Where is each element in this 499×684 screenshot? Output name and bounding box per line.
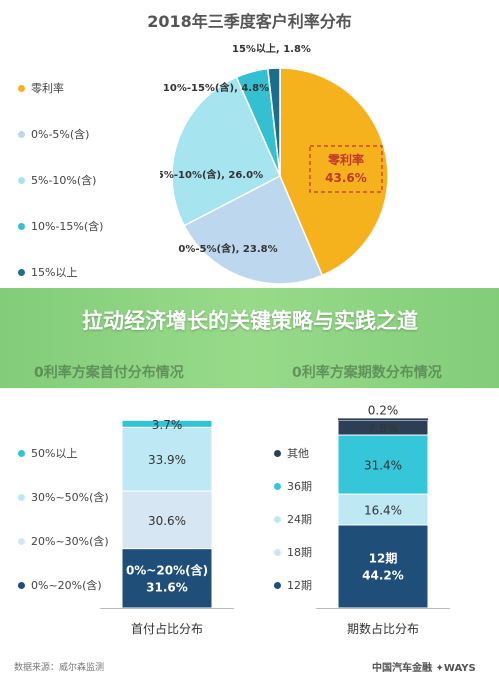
subtitle-right: 0利率方案期数分布情况 <box>292 365 442 381</box>
legend-label: 12期 <box>287 579 312 592</box>
pie-label-zero: 零利率 <box>327 152 364 167</box>
legend-swatch <box>18 493 25 501</box>
bar-legend-item: 50%以上 <box>18 445 77 461</box>
pie-legend-item: 0%-5%(含) <box>18 126 89 142</box>
pie-label-0-5: 0%-5%(含), 23.8% <box>178 242 277 255</box>
bar-segment <box>121 548 213 609</box>
bar-segment-value: 31.6% <box>146 580 188 594</box>
pie-slice <box>279 67 389 277</box>
bar-xlabel: 首付占比分布 <box>131 621 203 636</box>
bar-segment-name: 0%~20%(含) <box>126 562 208 577</box>
bar-segment-value: 30.6% <box>148 514 186 528</box>
legend-label: 5%-10%(含) <box>31 174 97 187</box>
pie-legend-item: 零利率 <box>18 80 64 96</box>
zero-rate-highlight-box <box>309 145 383 193</box>
legend-label: 30%~50%(含) <box>31 491 109 504</box>
bar-legend-item: 18期 <box>274 544 312 560</box>
legend-swatch <box>18 581 25 589</box>
bar-legend-item: 36期 <box>274 478 312 494</box>
pie-slice <box>183 174 324 285</box>
bar-legend-item: 12期 <box>274 577 312 593</box>
legend-label: 零利率 <box>31 82 64 95</box>
bar-charts: 0%~20%(含) 31.6% 30.6% 33.9% 3.7% 首付占比分布 12期 44.… <box>100 403 450 636</box>
pie-slice <box>266 67 281 177</box>
legend-swatch <box>18 130 25 138</box>
legend-label: 36期 <box>287 480 312 493</box>
legend-label: 其他 <box>287 447 309 460</box>
legend-swatch <box>18 537 25 545</box>
bar-legend-item: 0%~20%(含) <box>18 577 102 593</box>
legend-label: 18期 <box>287 546 312 559</box>
bar-segment-value: 44.2% <box>362 568 404 582</box>
bar-segment <box>337 419 429 436</box>
bar-xlabel: 期数占比分布 <box>347 621 419 636</box>
bar-segment <box>121 426 213 492</box>
legend-label: 0%~20%(含) <box>31 579 102 592</box>
bar-segment <box>121 419 213 428</box>
bar-segment-name: 12期 <box>369 550 398 565</box>
pie-label-10-15: 10%-15%(含), 4.8% <box>163 81 269 94</box>
legend-label: 15%以上 <box>31 266 78 279</box>
legend-swatch <box>274 449 281 457</box>
bar-segment-value: 7.8% <box>368 422 399 436</box>
bar-legend-item: 其他 <box>274 445 309 461</box>
legend-label: 20%~30%(含) <box>31 535 109 548</box>
legend-swatch <box>18 222 25 230</box>
pie-label-5-10: 5%-10%(含), 26.0% <box>160 168 263 181</box>
bar-segment-value-top: 0.2% <box>368 403 399 417</box>
pie-slice <box>171 76 281 227</box>
legend-swatch <box>274 482 281 490</box>
bar-segment-value: 33.9% <box>148 453 186 467</box>
pie-chart: 零利率 43.6% 0%-5%(含), 23.8% 5%-10%(含), 26.0% 1… <box>160 67 389 285</box>
bar-segment-value: 3.7% <box>152 418 183 432</box>
bar-legend-item: 20%~30%(含) <box>18 533 109 549</box>
pie-value-zero: 43.6% <box>325 171 367 185</box>
bar-segment-thin <box>338 418 428 421</box>
bar-legend-item: 24期 <box>274 511 312 527</box>
bar-segment <box>337 524 429 609</box>
pie-legend-item: 10%-15%(含) <box>18 218 103 234</box>
banner-title: 拉动经济增长的关键策略与实践之道 <box>82 309 418 333</box>
bar-segment-value: 16.4% <box>364 503 402 517</box>
pie-chart-title: 2018年三季度客户利率分布 <box>147 12 352 31</box>
legend-label: 50%以上 <box>31 447 78 460</box>
bar-segment <box>337 493 429 526</box>
legend-label: 0%-5%(含) <box>31 128 90 141</box>
bar-segment <box>337 434 429 495</box>
legend-swatch <box>274 548 281 556</box>
bar-segment-value: 31.4% <box>364 459 402 473</box>
legend-swatch <box>18 268 25 276</box>
legend-swatch <box>18 449 25 457</box>
legend-swatch <box>18 176 25 184</box>
legend-swatch <box>274 581 281 589</box>
legend-swatch <box>274 515 281 523</box>
overlay-banner: 拉动经济增长的关键策略与实践之道 <box>0 288 499 388</box>
source-note: 数据来源：威尔森监测 <box>14 663 105 673</box>
bar-legend-item: 30%~50%(含) <box>18 489 109 505</box>
pie-label-15plus-text: 15%以上, 1.8% <box>232 44 311 55</box>
brand-logo-text: 中国汽车金融 ✦WAYS <box>372 663 476 674</box>
legend-label: 10%-15%(含) <box>31 220 104 233</box>
pie-legend-item: 5%-10%(含) <box>18 172 96 188</box>
legend-swatch <box>18 84 25 92</box>
legend-label: 24期 <box>287 513 312 526</box>
pie-legend-item: 15%以上 <box>18 264 77 280</box>
bar-segment <box>121 490 213 550</box>
subtitle-left: 0利率方案首付分布情况 <box>34 365 184 381</box>
